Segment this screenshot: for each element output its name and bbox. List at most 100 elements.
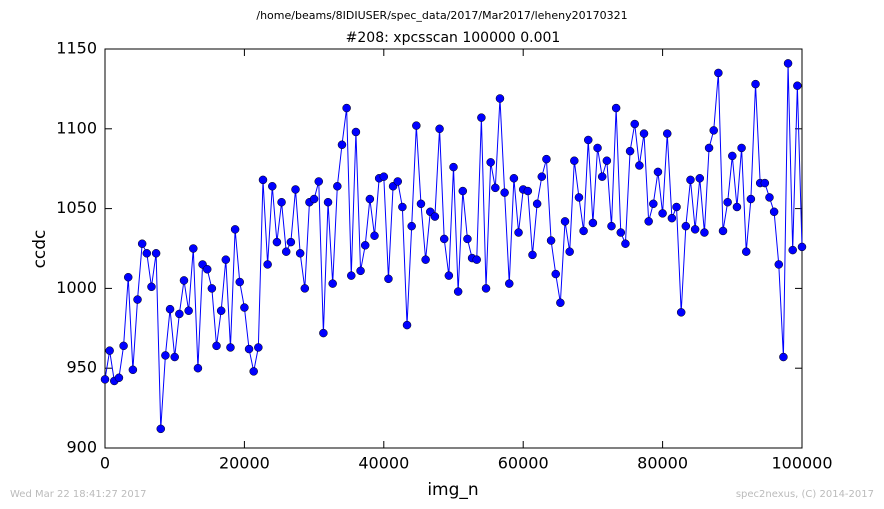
- data-point: [254, 343, 263, 352]
- data-point: [347, 271, 356, 280]
- data-point: [351, 127, 361, 137]
- data-point: [579, 226, 588, 236]
- data-point: [514, 228, 523, 237]
- data-point: [142, 249, 152, 258]
- data-point: [635, 161, 644, 170]
- data-point: [732, 202, 742, 212]
- data-point: [412, 121, 421, 130]
- data-point: [676, 308, 686, 317]
- data-point: [625, 146, 635, 156]
- data-point: [212, 341, 221, 351]
- data-point: [323, 197, 333, 207]
- data-point: [537, 172, 547, 181]
- data-point: [207, 284, 217, 293]
- data-point: [751, 79, 760, 89]
- data-point: [258, 175, 268, 185]
- x-tick-label: 60000: [498, 454, 549, 473]
- data-point: [681, 221, 691, 231]
- data-point: [189, 244, 198, 253]
- data-point: [281, 247, 291, 256]
- data-point: [128, 365, 138, 375]
- data-point: [370, 231, 379, 240]
- data-point: [714, 68, 723, 78]
- y-axis-label: ccdc: [30, 230, 50, 269]
- data-point: [319, 328, 328, 338]
- x-tick-label: 40000: [358, 454, 409, 473]
- data-point: [449, 162, 458, 172]
- data-point: [240, 303, 249, 312]
- data-point: [551, 269, 560, 279]
- data-point: [295, 249, 305, 258]
- data-point: [653, 167, 663, 177]
- data-point: [495, 94, 505, 103]
- data-point: [365, 194, 375, 204]
- data-point: [616, 228, 626, 237]
- data-point: [463, 234, 472, 244]
- data-point: [170, 352, 179, 362]
- data-point: [570, 156, 579, 165]
- data-point: [137, 239, 147, 248]
- data-point: [611, 103, 621, 113]
- data-point: [709, 126, 718, 135]
- data-point: [193, 363, 203, 373]
- data-point: [272, 237, 282, 247]
- data-point: [430, 212, 440, 221]
- data-point: [556, 298, 565, 308]
- data-point: [416, 199, 426, 209]
- data-point: [309, 194, 319, 204]
- data-point: [737, 143, 746, 153]
- data-point: [314, 177, 323, 186]
- data-line: [104, 63, 803, 429]
- data-point: [667, 213, 677, 223]
- x-tick-label: 20000: [219, 454, 270, 473]
- data-point: [686, 175, 695, 185]
- data-point: [360, 241, 370, 250]
- data-point: [672, 202, 681, 212]
- data-point: [165, 304, 175, 314]
- data-point: [779, 352, 788, 362]
- data-point: [161, 351, 170, 360]
- data-point: [760, 178, 770, 188]
- data-point: [453, 287, 463, 296]
- x-tick-label: 100000: [771, 454, 832, 473]
- data-point: [588, 218, 598, 228]
- data-point: [477, 113, 486, 122]
- data-point: [333, 182, 342, 191]
- data-point: [746, 194, 756, 204]
- data-point: [500, 188, 509, 197]
- data-point: [602, 156, 612, 165]
- plot-frame: [104, 48, 803, 449]
- data-point: [723, 197, 732, 207]
- data-point: [379, 172, 389, 181]
- data-point: [774, 260, 784, 269]
- data-point: [486, 158, 495, 167]
- data-point: [435, 124, 444, 134]
- data-point: [597, 172, 607, 181]
- y-tick-label: 900: [66, 438, 97, 457]
- data-point: [421, 255, 430, 264]
- data-point: [565, 247, 574, 256]
- footer-credit: spec2nexus, (C) 2014-2017: [736, 489, 874, 500]
- data-point: [235, 277, 245, 287]
- data-point: [286, 237, 296, 247]
- data-point: [263, 260, 272, 269]
- y-tick-label: 1150: [56, 39, 97, 58]
- data-point: [630, 119, 639, 129]
- data-point: [393, 177, 402, 186]
- data-point: [560, 217, 570, 226]
- data-point: [793, 81, 802, 90]
- data-point: [574, 193, 584, 202]
- data-point: [384, 274, 393, 284]
- data-point: [741, 247, 751, 256]
- data-point: [644, 217, 653, 226]
- data-point: [695, 174, 705, 183]
- data-point: [662, 129, 672, 138]
- data-point: [704, 143, 714, 153]
- data-point: [593, 143, 602, 153]
- data-point: [151, 249, 161, 258]
- data-point: [546, 236, 556, 245]
- data-point: [398, 202, 407, 212]
- data-point: [491, 183, 500, 193]
- data-point: [769, 207, 779, 217]
